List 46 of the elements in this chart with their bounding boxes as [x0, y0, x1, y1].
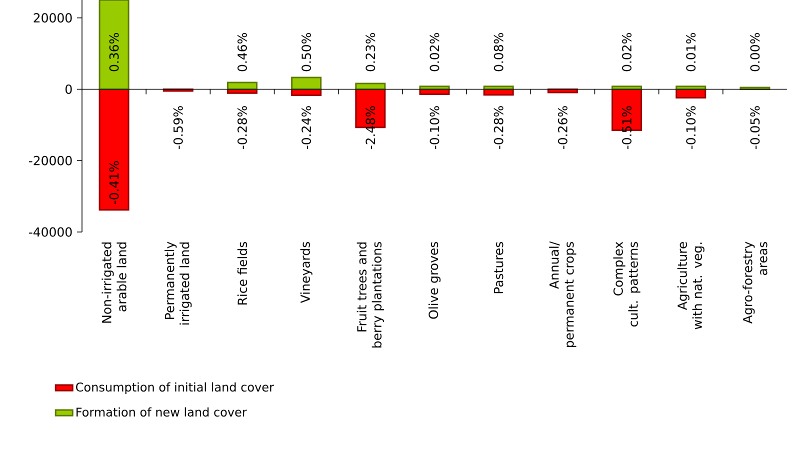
x-tick-label: Agriculture with nat. veg. — [677, 242, 704, 330]
legend-label: Consumption of initial land cover — [76, 382, 274, 394]
y-tick-label: -20000 — [28, 156, 72, 166]
annotation: -0.59% — [173, 106, 183, 150]
annotation: 0.01% — [686, 33, 696, 72]
annotation: 0.08% — [494, 33, 504, 72]
x-tick-label: Agro-forestry areas — [742, 242, 768, 324]
annotation: -2.48% — [366, 106, 376, 150]
x-tick-label: Complex cult. patterns — [613, 242, 640, 327]
bar — [98, 88, 130, 211]
annotation: -0.05% — [750, 106, 760, 150]
annotation: -0.10% — [430, 106, 440, 150]
bar — [291, 76, 322, 90]
x-tick-label: Vineyards — [300, 242, 312, 304]
bar — [612, 86, 642, 90]
x-tick-label: Pastures — [494, 242, 504, 294]
annotation: -0.26% — [558, 106, 568, 150]
y-tick-label: 20000 — [34, 13, 72, 23]
x-tick-label: Fruit trees and berry plantations — [356, 242, 384, 348]
y-tick-label: 0 — [66, 84, 72, 94]
x-tick-label: Permanently irrigated land — [164, 242, 192, 324]
annotation: 0.00% — [750, 33, 760, 72]
bar — [419, 86, 450, 90]
legend-label: Formation of new land cover — [76, 407, 247, 417]
bar — [676, 86, 706, 90]
annotation: -0.51% — [622, 106, 632, 150]
annotation: -0.41% — [109, 161, 119, 204]
annotation: 0.46% — [238, 33, 247, 72]
x-tick-label: Olive groves — [428, 242, 441, 319]
annotation: 0.50% — [302, 33, 312, 72]
x-tick-label: Annual/ permanent crops — [549, 241, 576, 348]
annotation: 0.36% — [109, 33, 119, 72]
bar — [226, 82, 258, 90]
annotation: -0.10% — [686, 106, 696, 150]
y-tick-label: -40000 — [28, 227, 72, 237]
annotation: 0.23% — [366, 33, 376, 72]
annotation: -0.28% — [238, 106, 247, 150]
annotation: -0.24% — [302, 106, 312, 150]
annotation: -0.28% — [494, 106, 504, 150]
annotation: 0.02% — [430, 33, 440, 72]
bar — [98, 0, 130, 90]
bar — [355, 82, 386, 90]
x-tick-label: Non-irrigated arable land — [102, 242, 126, 323]
annotation: 0.02% — [622, 33, 632, 72]
bar — [483, 86, 514, 90]
x-tick-label: Rice fields — [237, 242, 248, 305]
